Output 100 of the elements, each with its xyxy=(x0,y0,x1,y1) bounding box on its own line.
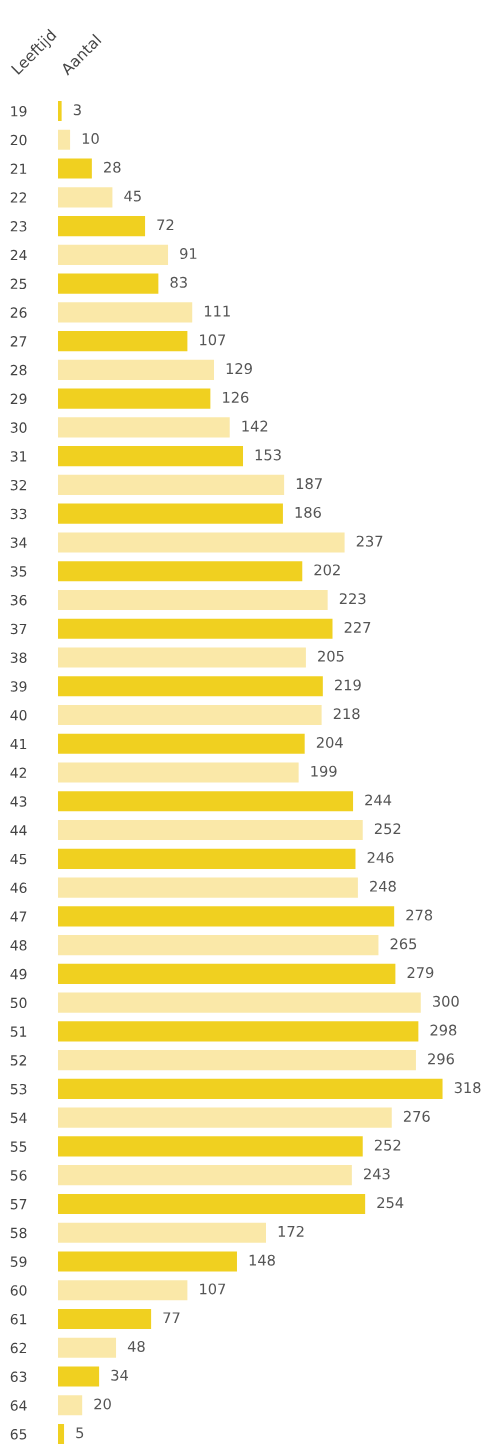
y-tick-label: 57 xyxy=(10,1199,27,1210)
bar xyxy=(58,216,146,237)
data-label: 5 xyxy=(76,1427,84,1439)
bar xyxy=(58,129,71,150)
data-label: 172 xyxy=(278,1225,304,1237)
data-label: 279 xyxy=(407,967,434,979)
data-label: 318 xyxy=(454,1082,481,1094)
bar xyxy=(58,273,159,294)
bar xyxy=(58,532,345,553)
y-tick-label: 27 xyxy=(10,336,27,347)
y-tick-label: 48 xyxy=(10,940,27,951)
bar xyxy=(58,1136,363,1157)
bar xyxy=(58,417,230,438)
data-label: 107 xyxy=(200,334,226,346)
bar xyxy=(58,762,299,783)
data-label: 278 xyxy=(406,909,433,921)
bar xyxy=(58,819,363,841)
y-tick-label: 52 xyxy=(10,1055,27,1066)
bar xyxy=(58,1193,366,1215)
data-label: 237 xyxy=(356,535,383,547)
bar xyxy=(58,244,169,265)
y-tick-label: 50 xyxy=(10,997,27,1009)
bar xyxy=(58,1107,392,1128)
y-tick-label: 54 xyxy=(10,1112,27,1124)
bar xyxy=(58,561,303,582)
data-label: 219 xyxy=(335,679,361,691)
bar xyxy=(58,589,328,611)
bar xyxy=(58,992,421,1013)
y-tick-label: 49 xyxy=(10,968,27,980)
data-label: 3 xyxy=(73,104,81,116)
data-label: 218 xyxy=(333,708,360,720)
data-label: 91 xyxy=(180,248,197,260)
data-label: 252 xyxy=(374,1139,401,1151)
data-label: 227 xyxy=(344,621,371,633)
y-tick-label: 36 xyxy=(10,594,27,606)
y-tick-label: 21 xyxy=(10,163,27,174)
bar xyxy=(58,474,285,495)
bar xyxy=(58,963,396,984)
y-tick-label: 55 xyxy=(10,1141,27,1152)
bar xyxy=(58,935,379,956)
y-tick-label: 45 xyxy=(10,853,27,865)
bar xyxy=(58,187,113,208)
y-tick-label: 29 xyxy=(10,393,27,405)
y-tick-label: 30 xyxy=(10,422,27,433)
data-label: 153 xyxy=(255,449,281,461)
data-label: 45 xyxy=(124,190,141,202)
data-label: 142 xyxy=(242,420,268,432)
data-label: 265 xyxy=(390,938,417,950)
y-tick-label: 20 xyxy=(10,134,27,146)
data-label: 243 xyxy=(364,1168,390,1180)
bar xyxy=(58,1337,117,1358)
bar xyxy=(58,1395,83,1416)
data-label: 111 xyxy=(204,305,230,317)
bar xyxy=(58,733,305,754)
bar xyxy=(58,618,333,639)
y-tick-label: 42 xyxy=(10,767,27,778)
bar xyxy=(58,100,62,122)
bar xyxy=(58,906,395,927)
y-tick-label: 56 xyxy=(10,1170,27,1181)
data-label: 107 xyxy=(200,1283,226,1295)
y-tick-label: 63 xyxy=(10,1371,27,1382)
bar xyxy=(58,1021,419,1042)
data-label: 202 xyxy=(314,564,340,576)
data-label: 83 xyxy=(170,276,187,288)
data-label: 77 xyxy=(163,1312,180,1324)
bar xyxy=(58,1050,416,1071)
data-label: 126 xyxy=(223,391,249,403)
bar xyxy=(58,331,188,352)
data-label: 148 xyxy=(249,1254,275,1266)
data-label: 187 xyxy=(296,478,322,490)
bar xyxy=(58,388,211,409)
y-tick-label: 58 xyxy=(10,1227,27,1239)
bar xyxy=(58,1078,443,1099)
data-label: 28 xyxy=(104,161,121,173)
y-tick-label: 43 xyxy=(10,796,27,807)
y-tick-label: 46 xyxy=(10,882,27,894)
y-tick-label: 33 xyxy=(10,508,27,520)
bar xyxy=(58,359,214,380)
bar xyxy=(58,503,283,524)
data-label: 129 xyxy=(226,363,252,375)
y-tick-label: 19 xyxy=(11,106,27,117)
y-tick-label: 65 xyxy=(10,1429,27,1440)
data-label: 186 xyxy=(295,506,321,518)
data-label: 205 xyxy=(318,650,344,662)
y-tick-label: 23 xyxy=(10,221,27,232)
data-label: 298 xyxy=(430,1024,457,1036)
data-label: 296 xyxy=(428,1053,454,1065)
y-tick-label: 39 xyxy=(10,681,27,692)
y-tick-label: 26 xyxy=(10,307,27,318)
y-tick-label: 38 xyxy=(10,652,27,663)
bar xyxy=(58,704,322,726)
data-label: 246 xyxy=(367,852,394,864)
y-tick-label: 53 xyxy=(10,1083,27,1095)
data-label: 244 xyxy=(365,794,392,806)
data-label: 34 xyxy=(111,1369,128,1381)
data-label: 204 xyxy=(316,736,343,748)
y-tick-label: 40 xyxy=(10,709,27,721)
data-label: 300 xyxy=(433,995,459,1007)
y-tick-label: 34 xyxy=(10,537,27,548)
y-tick-label: 44 xyxy=(10,825,27,836)
